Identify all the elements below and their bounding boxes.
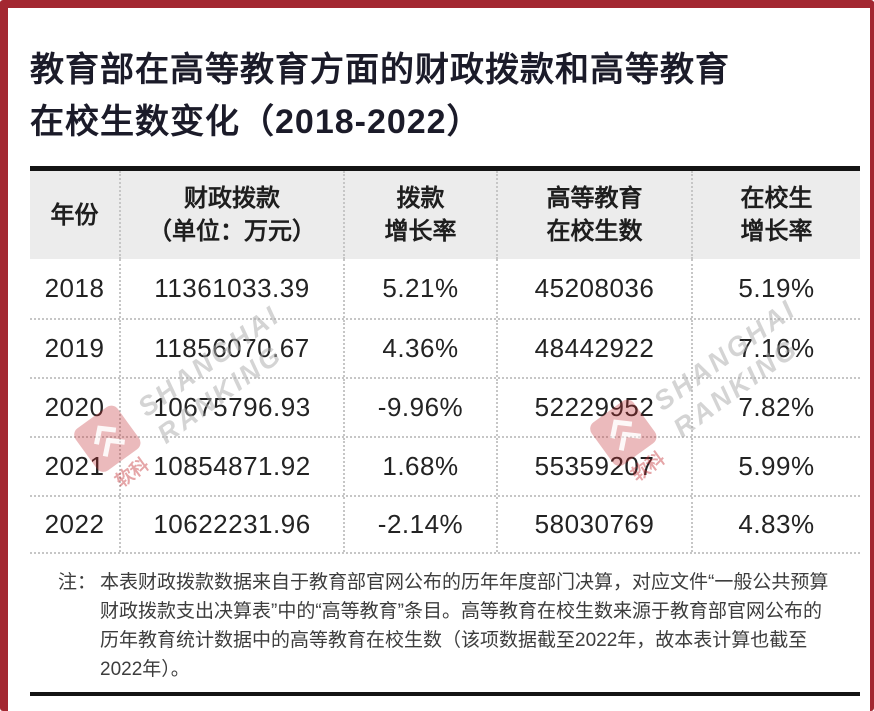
data-table: 年份 财政拨款 （单位：万元） 拨款 增长率 高等教育 在校生数 在校生 增长率… (30, 166, 860, 554)
cell-enrollment: 45208036 (498, 259, 693, 318)
note-text: 本表财政拨款数据来自于教育部官网公布的历年年度部门决算，对应文件“一般公共预算财… (100, 572, 829, 680)
table-row-2018: 2018 11361033.39 5.21% 45208036 5.19% (30, 259, 860, 318)
cell-enrollment-growth: 7.16% (738, 333, 815, 363)
table-row-2020: 2020 10675796.93 -9.96% 52229952 7.82% (30, 377, 860, 436)
cell-year: 2019 (30, 320, 121, 377)
table-header-row: 年份 财政拨款 （单位：万元） 拨款 增长率 高等教育 在校生数 在校生 增长率 (30, 171, 860, 259)
cell-enrollment-growth: 7.82% (738, 392, 815, 422)
cell-enrollment-growth: 5.99% (738, 451, 815, 481)
table-row-2021: 2021 10854871.92 1.68% 55359207 5.99% (30, 436, 860, 495)
cell-enrollment-growth: 4.83% (738, 509, 815, 539)
cell-year: 2021 (30, 438, 121, 495)
page-title-line2: 在校生数变化（2018-2022） (30, 103, 482, 141)
col-header-appropriation: 财政拨款 （单位：万元） (121, 171, 345, 259)
cell-appropriation: 11361033.39 (121, 259, 345, 318)
col-header-enrollment-growth: 在校生 增长率 (740, 185, 813, 245)
cell-appropriation: 10854871.92 (121, 438, 345, 495)
note-label: 注： (58, 572, 97, 593)
table-note: 注： 本表财政拨款数据来自于教育部官网公布的历年年度部门决算，对应文件“一般公共… (58, 568, 836, 684)
col-header-appropriation-growth: 拨款 增长率 (345, 171, 498, 259)
cell-enrollment: 55359207 (498, 438, 693, 495)
cell-appropriation-growth: -9.96% (345, 379, 498, 436)
cell-appropriation-growth: 4.36% (345, 320, 498, 377)
cell-appropriation-growth: 1.68% (345, 438, 498, 495)
cell-enrollment: 52229952 (498, 379, 693, 436)
cell-appropriation-growth: -2.14% (345, 497, 498, 552)
cell-appropriation: 10622231.96 (121, 497, 345, 552)
cell-appropriation: 11856070.67 (121, 320, 345, 377)
cell-appropriation: 10675796.93 (121, 379, 345, 436)
page-title-line1: 教育部在高等教育方面的财政拨款和高等教育 (30, 51, 730, 89)
table-row-2022: 2022 10622231.96 -2.14% 58030769 4.83% (30, 495, 860, 554)
cell-appropriation-growth: 5.21% (345, 259, 498, 318)
cell-year: 2020 (30, 379, 121, 436)
cell-year: 2018 (30, 259, 121, 318)
col-header-year: 年份 (30, 171, 121, 259)
table-row-2019: 2019 11856070.67 4.36% 48442922 7.16% (30, 318, 860, 377)
table-bottom-rule (30, 692, 860, 696)
col-header-enrollment: 高等教育 在校生数 (498, 171, 693, 259)
cell-enrollment: 48442922 (498, 320, 693, 377)
cell-enrollment-growth: 5.19% (738, 273, 815, 303)
cell-year: 2022 (30, 497, 121, 552)
page-title: 教育部在高等教育方面的财政拨款和高等教育 在校生数变化（2018-2022） (30, 44, 850, 148)
cell-enrollment: 58030769 (498, 497, 693, 552)
